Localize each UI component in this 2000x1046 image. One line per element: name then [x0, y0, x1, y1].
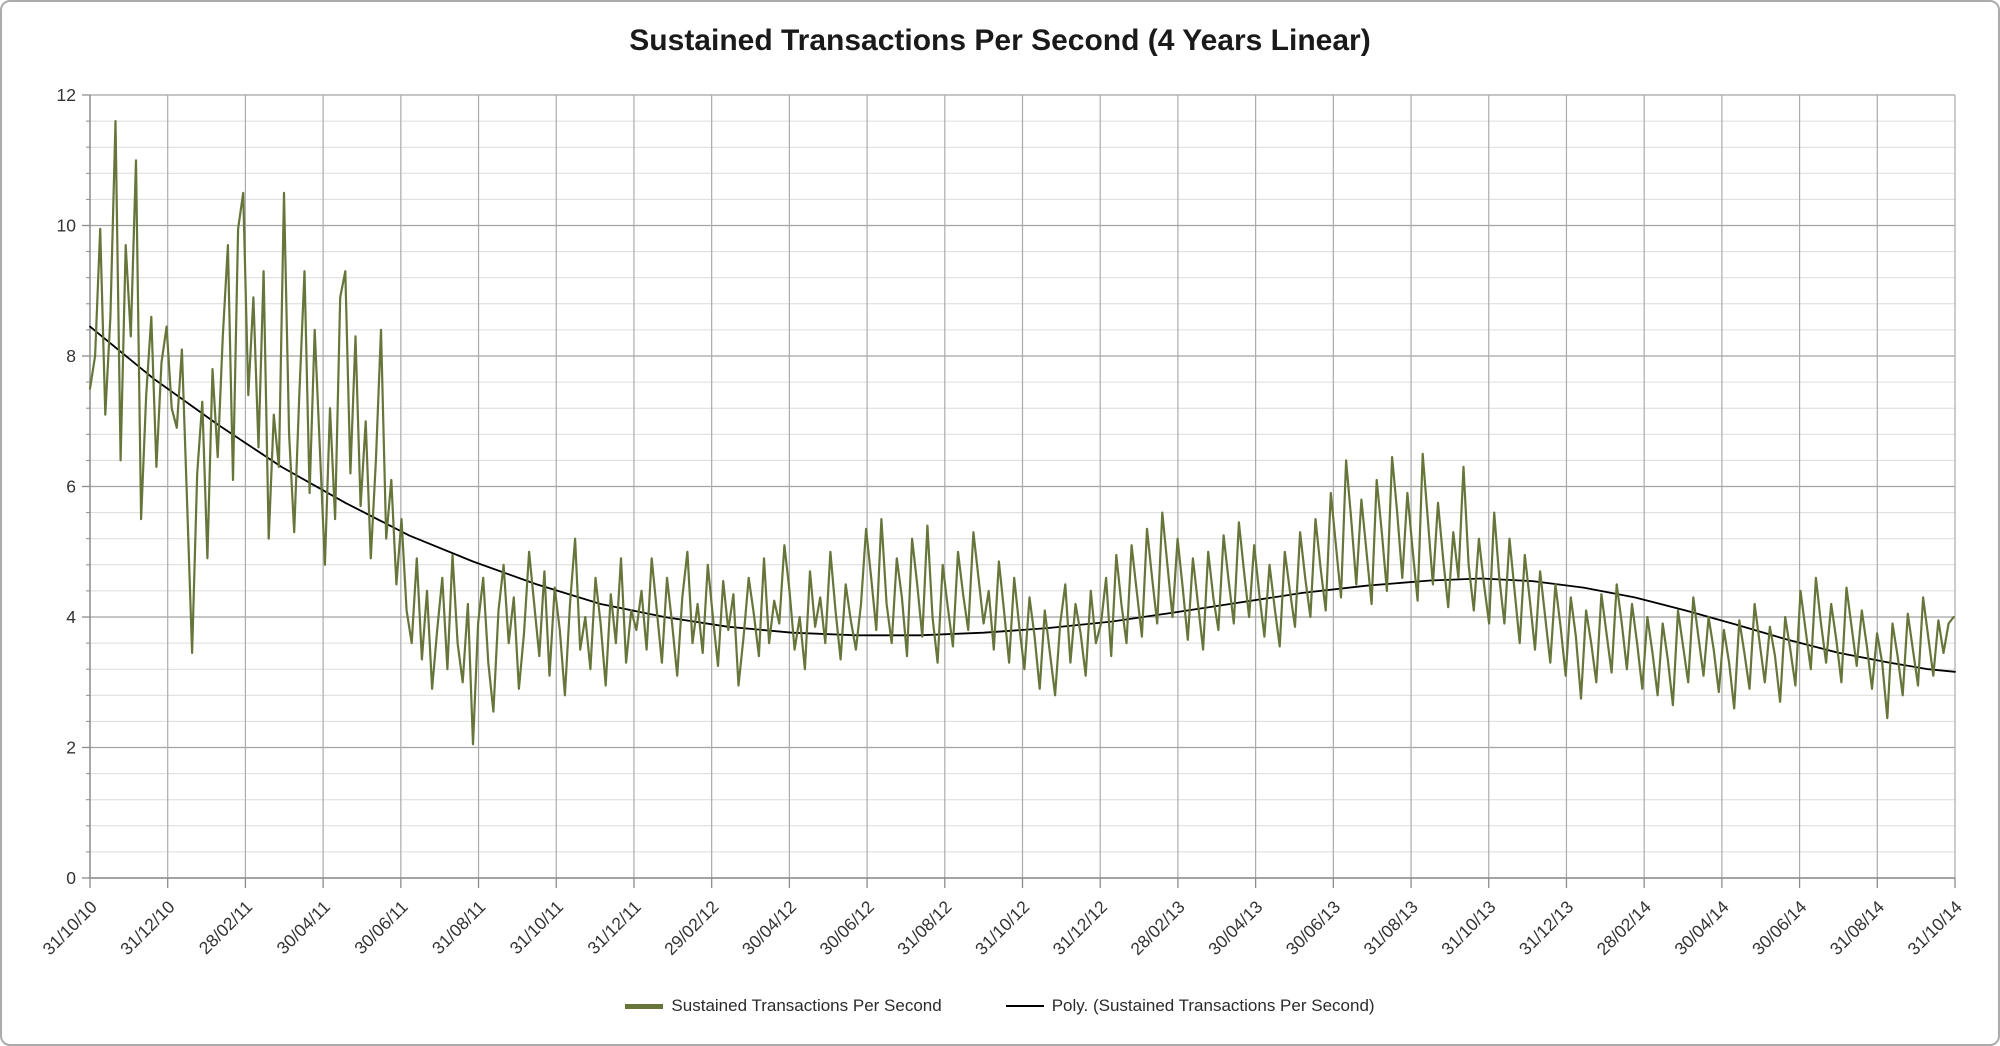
legend-series-label: Sustained Transactions Per Second [671, 996, 942, 1015]
x-tick-label-30/04/11: 30/04/11 [273, 897, 334, 958]
x-tick-label-30/04/12: 30/04/12 [738, 897, 800, 959]
x-tick-label-28/02/13: 28/02/13 [1126, 897, 1188, 959]
y-tick-label-2: 2 [66, 738, 76, 758]
x-tick-label-31/10/11: 31/10/11 [506, 897, 567, 958]
chart-title: Sustained Transactions Per Second (4 Yea… [629, 24, 1371, 57]
x-tick-label-30/06/14: 30/06/14 [1748, 897, 1810, 959]
x-tick-label-31/12/13: 31/12/13 [1515, 897, 1577, 959]
legend: Sustained Transactions Per Second Poly. … [2, 996, 1998, 1016]
x-tick-label-31/08/14: 31/08/14 [1826, 897, 1888, 959]
y-tick-label-0: 0 [66, 868, 76, 888]
x-tick-label-30/04/14: 30/04/14 [1670, 897, 1732, 959]
x-tick-label-31/08/12: 31/08/12 [893, 897, 955, 959]
series-line-swatch [625, 1003, 664, 1009]
x-tick-label-31/12/10: 31/12/10 [116, 897, 178, 959]
x-tick-label-31/10/13: 31/10/13 [1437, 897, 1499, 959]
legend-trend-label: Poly. (Sustained Transactions Per Second… [1051, 996, 1375, 1015]
x-tick-label-31/10/14: 31/10/14 [1904, 897, 1966, 959]
x-tick-label-30/04/13: 30/04/13 [1204, 897, 1266, 959]
y-axis-labels: 0 2 4 6 8 10 12 [57, 85, 77, 888]
y-tick-label-8: 8 [66, 346, 76, 366]
x-tick-label-30/06/13: 30/06/13 [1282, 897, 1344, 959]
trend-line [89, 325, 1956, 673]
x-tick-label-31/08/11: 31/08/11 [428, 897, 489, 958]
axis-lines [89, 95, 1955, 879]
x-tick-label-31/10/10: 31/10/10 [39, 897, 101, 959]
series-line [88, 119, 1955, 746]
y-tick-label-6: 6 [66, 477, 76, 497]
x-tick-label-29/02/12: 29/02/12 [660, 897, 722, 959]
x-tick-label-30/06/12: 30/06/12 [816, 897, 878, 959]
x-tick-label-28/02/14: 28/02/14 [1593, 897, 1655, 959]
y-tick-label-4: 4 [66, 607, 76, 627]
x-tick-label-31/12/11: 31/12/11 [583, 897, 644, 958]
trend-line-swatch [1005, 1005, 1044, 1007]
legend-item-series: Sustained Transactions Per Second [625, 996, 942, 1016]
x-tick-label-31/10/12: 31/10/12 [971, 897, 1033, 959]
vertical-gridlines [89, 95, 1956, 878]
x-tick-label-31/08/13: 31/08/13 [1360, 897, 1422, 959]
x-tick-label-31/12/12: 31/12/12 [1049, 897, 1111, 959]
axis-ticks [82, 94, 1956, 888]
y-tick-label-10: 10 [57, 216, 77, 236]
legend-item-trend: Poly. (Sustained Transactions Per Second… [1005, 996, 1375, 1016]
y-tick-label-12: 12 [57, 85, 76, 105]
x-axis-labels: 31/10/10 31/12/10 28/02/11 30/04/11 30/06/11… [39, 897, 1966, 959]
x-tick-label-30/06/11: 30/06/11 [350, 897, 411, 958]
x-tick-label-28/02/11: 28/02/11 [195, 897, 256, 958]
